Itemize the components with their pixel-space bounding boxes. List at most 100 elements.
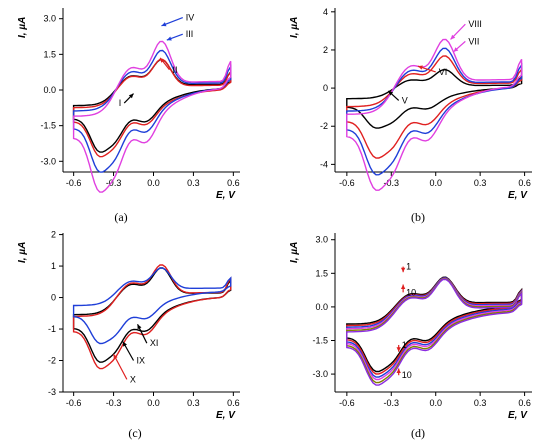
y-axis-title: I, µA bbox=[17, 242, 28, 263]
annotation-label: IX bbox=[137, 356, 146, 366]
y-axis-title: I, µA bbox=[289, 17, 300, 38]
series-curve-V bbox=[346, 68, 523, 129]
x-axis-title: E, V bbox=[508, 190, 528, 201]
y-tick-label: 3.0 bbox=[43, 14, 56, 24]
annotation-label: VI bbox=[439, 67, 448, 77]
x-tick-label: -0.3 bbox=[384, 178, 400, 188]
series-curve-II bbox=[72, 58, 232, 158]
series-curve-VIII bbox=[346, 38, 523, 191]
annotation-label: XI bbox=[150, 338, 159, 348]
chart-panel-4: -0.6 -0.3 0.0 0.3 0.6 -3.0 -1.5 0.0 1.5 3.0 E, V I,… bbox=[289, 233, 532, 440]
series-curve-VII bbox=[346, 47, 523, 176]
x-tick-label: 0.0 bbox=[429, 178, 442, 188]
annotation-label: 1 bbox=[406, 262, 411, 272]
y-axis-title: I, µA bbox=[289, 242, 300, 263]
y-tick-label: -3.0 bbox=[312, 369, 328, 379]
x-tick-label: 0.3 bbox=[474, 178, 487, 188]
x-tick-label: 0.3 bbox=[474, 398, 487, 408]
y-tick-label: -3 bbox=[48, 387, 56, 397]
panel-caption: (b) bbox=[411, 210, 425, 224]
y-tick-label: 0.0 bbox=[315, 302, 328, 312]
y-tick-label: 1 bbox=[51, 261, 56, 271]
annotation-arrowhead bbox=[400, 284, 406, 290]
series-curve-trace-3 bbox=[346, 277, 523, 378]
y-tick-label: 0.0 bbox=[43, 85, 56, 95]
annotation-arrowhead bbox=[417, 65, 423, 70]
annotation-arrowhead bbox=[113, 354, 118, 360]
annotation-label: 1 bbox=[402, 340, 407, 350]
annotation-label: X bbox=[130, 374, 136, 384]
x-tick-label: -0.3 bbox=[106, 178, 122, 188]
annotation-arrowhead bbox=[122, 341, 127, 347]
annotation-arrowhead bbox=[450, 34, 456, 40]
annotation-label: III bbox=[186, 29, 194, 39]
panel-caption: (d) bbox=[411, 426, 425, 440]
y-tick-label: 2 bbox=[51, 230, 56, 240]
annotation-arrowhead bbox=[160, 57, 165, 63]
series-curve-1 bbox=[346, 276, 523, 373]
series-curve-X bbox=[72, 264, 232, 370]
x-tick-label: 0.6 bbox=[227, 398, 240, 408]
annotation-arrowhead bbox=[161, 22, 167, 27]
chart-panel-2: -0.6 -0.3 0.0 0.3 0.6 -4 -2 0 2 4 E, V I, µA V VI VII V… bbox=[289, 7, 532, 224]
y-tick-label: -4 bbox=[320, 159, 328, 169]
x-tick-label: -0.6 bbox=[339, 398, 355, 408]
annotation-arrowhead bbox=[400, 267, 406, 273]
x-axis-title: E, V bbox=[216, 410, 236, 421]
y-tick-label: 0 bbox=[323, 83, 328, 93]
panel-caption: (a) bbox=[114, 210, 127, 224]
annotation-label: 10 bbox=[402, 370, 412, 380]
series-curve-trace-5 bbox=[346, 278, 523, 384]
annotation-label: VII bbox=[468, 36, 479, 46]
y-tick-label: -2 bbox=[48, 356, 56, 366]
annotation-label: VIII bbox=[468, 19, 482, 29]
x-tick-label: 0.0 bbox=[147, 178, 160, 188]
y-tick-label: -1.5 bbox=[312, 335, 328, 345]
annotation-arrowhead bbox=[396, 368, 401, 373]
x-tick-label: 0.3 bbox=[187, 398, 200, 408]
x-axis-title: E, V bbox=[216, 190, 236, 201]
x-tick-label: 0.3 bbox=[187, 178, 200, 188]
y-tick-label: 3.0 bbox=[315, 235, 328, 245]
series-curve-III bbox=[72, 49, 232, 173]
annotation-arrow bbox=[113, 353, 128, 380]
y-tick-label: -2 bbox=[320, 121, 328, 131]
annotation-label: 10 bbox=[406, 287, 416, 297]
annotation-arrowhead bbox=[388, 90, 394, 96]
y-tick-label: -3.0 bbox=[40, 156, 56, 166]
x-tick-label: 0.6 bbox=[518, 398, 531, 408]
panel-caption: (c) bbox=[128, 426, 141, 440]
series-curve-XI bbox=[72, 267, 232, 345]
x-tick-label: -0.6 bbox=[339, 178, 355, 188]
y-axis-title: I, µA bbox=[17, 17, 28, 38]
y-tick-label: 1.5 bbox=[315, 268, 328, 278]
annotation-label: IV bbox=[186, 13, 195, 23]
chart-panel-3: -0.6 -0.3 0.0 0.3 0.6 -3 -2 -1 0 1 2 E, V I, µA XI IXX… bbox=[17, 230, 240, 440]
annotation-label: I bbox=[119, 98, 122, 108]
annotation-label: V bbox=[402, 95, 408, 105]
y-tick-label: 4 bbox=[323, 7, 328, 17]
annotation-arrowhead bbox=[137, 324, 142, 330]
x-tick-label: -0.3 bbox=[106, 398, 122, 408]
series-curve-IV bbox=[72, 40, 232, 193]
x-tick-label: 0.6 bbox=[518, 178, 531, 188]
series-curve-10 bbox=[346, 278, 523, 386]
x-tick-label: 0.0 bbox=[429, 398, 442, 408]
y-tick-label: -1 bbox=[48, 324, 56, 334]
chart-panel-1: -0.6 -0.3 0.0 0.3 0.6 -3.0 -1.5 0.0 1.5 3.0 E, V I,… bbox=[17, 8, 240, 224]
x-tick-label: 0.6 bbox=[227, 178, 240, 188]
y-tick-label: 0 bbox=[51, 293, 56, 303]
annotation-label: II bbox=[172, 65, 177, 75]
x-tick-label: -0.3 bbox=[384, 398, 400, 408]
annotation-arrowhead bbox=[128, 93, 134, 99]
y-tick-label: 2 bbox=[323, 45, 328, 55]
y-tick-label: -1.5 bbox=[40, 121, 56, 131]
x-tick-label: -0.6 bbox=[66, 178, 82, 188]
annotation-arrowhead bbox=[166, 36, 172, 41]
x-tick-label: 0.0 bbox=[147, 398, 160, 408]
annotation-arrowhead bbox=[396, 347, 401, 352]
x-tick-label: -0.6 bbox=[66, 398, 82, 408]
annotation-arrowhead bbox=[453, 47, 459, 52]
series-curve-VI bbox=[346, 55, 523, 159]
